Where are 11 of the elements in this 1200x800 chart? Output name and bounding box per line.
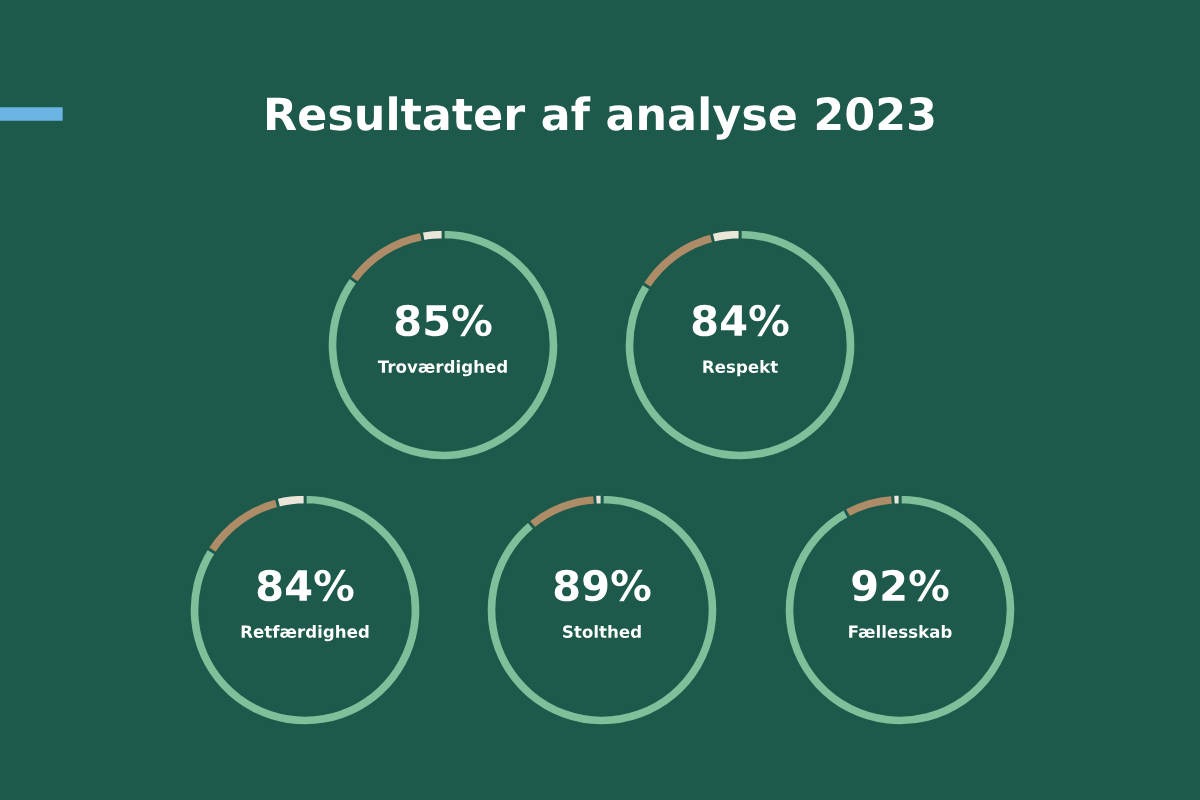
data-label: 84% (257, 569, 354, 602)
text: Retfærdighed (241, 625, 369, 642)
data-label: 89% (554, 569, 651, 602)
data-label: 85% (395, 304, 492, 337)
text: Troværdighed (377, 360, 507, 377)
data-label: 84% (692, 304, 789, 337)
text: Respekt (703, 360, 778, 377)
text: Resultater af analyse 2023 (267, 96, 934, 140)
text: Stolthed (563, 625, 641, 638)
text: Fællesskab (849, 625, 952, 638)
data-label: 92% (852, 569, 949, 602)
